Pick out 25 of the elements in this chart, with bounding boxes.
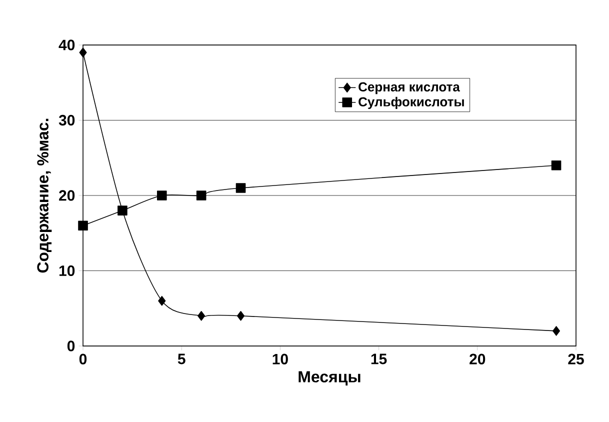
point bbox=[236, 183, 246, 193]
point bbox=[158, 296, 166, 306]
point bbox=[78, 220, 88, 230]
x-tick-label: 10 bbox=[272, 354, 288, 364]
y-axis-title: Содержание, %мас. bbox=[37, 118, 52, 273]
y-tick-label: 0 bbox=[67, 340, 75, 352]
point bbox=[79, 48, 87, 58]
x-tick-label: 5 bbox=[178, 354, 186, 364]
y-tick-label: 10 bbox=[59, 265, 75, 276]
point bbox=[551, 160, 562, 170]
y-tick-label: 30 bbox=[58, 114, 75, 126]
y-tick-label: 20 bbox=[59, 190, 75, 201]
point bbox=[552, 326, 560, 336]
x-tick-label: 20 bbox=[470, 354, 486, 364]
x-axis-title: Месяцы bbox=[298, 371, 360, 386]
y-tick-label: 40 bbox=[58, 40, 75, 50]
x-tick-label: 15 bbox=[371, 354, 387, 364]
point bbox=[196, 190, 206, 200]
legend-label: Серная кислота bbox=[358, 82, 460, 94]
legend-label: Сульфокислоты bbox=[358, 96, 464, 109]
point bbox=[156, 190, 167, 200]
x-tick-label: 25 bbox=[568, 354, 584, 364]
point bbox=[236, 310, 245, 321]
point bbox=[198, 310, 206, 321]
x-tick-label: 0 bbox=[79, 354, 87, 364]
